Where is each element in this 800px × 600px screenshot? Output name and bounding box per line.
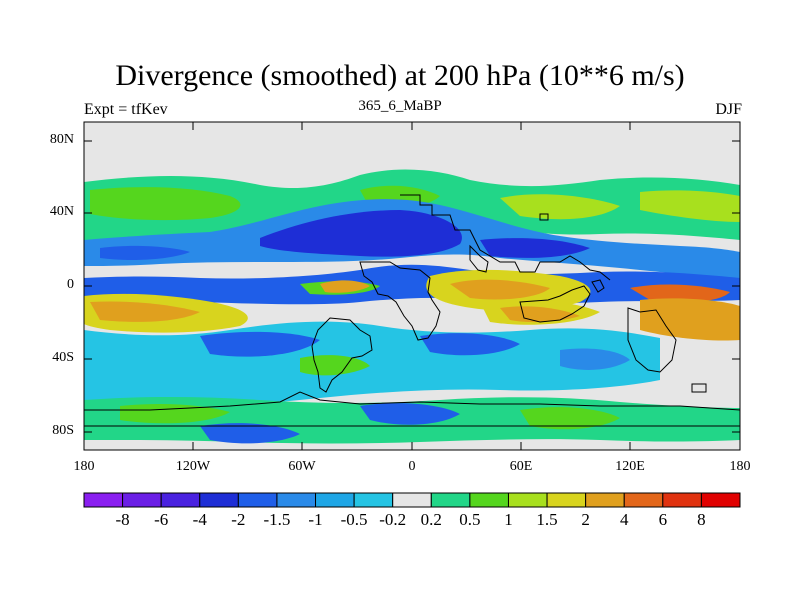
x-tick-label: 60W [288, 459, 316, 474]
colorbar-swatch [122, 492, 162, 508]
colorbar-swatch [623, 492, 664, 508]
colorbar-swatch [83, 492, 124, 508]
colorbar-label: -6 [154, 510, 169, 529]
y-tick-label: 80N [49, 132, 74, 147]
colorbar-label: -8 [115, 510, 130, 529]
colorbar-label: -0.2 [379, 510, 407, 529]
colorbar-swatch [160, 492, 201, 508]
y-tick-label: 40N [49, 204, 74, 219]
colorbar-label: 1 [504, 510, 513, 529]
y-tick-label: 0 [67, 277, 74, 292]
run-label: 365_6_MaBP [358, 98, 442, 114]
colorbar-label: -1 [308, 510, 323, 529]
tick-marks [84, 122, 740, 450]
colorbar-swatch [315, 492, 355, 508]
x-tick-label: 120W [175, 459, 211, 474]
colorbar-label: -2 [231, 510, 246, 529]
colorbar-swatch [507, 492, 548, 508]
experiment-label: Expt = tfKev [84, 101, 168, 118]
contour-field [84, 122, 740, 450]
y-tick-label: 80S [52, 423, 74, 438]
y-tick-label: 40S [52, 350, 74, 365]
colorbar-swatch [585, 492, 625, 508]
x-tick-label: 60E [509, 459, 533, 474]
plot-title: Divergence (smoothed) at 200 hPa (10**6 … [115, 59, 685, 92]
coastlines [84, 194, 741, 427]
colorbar-label: 0.5 [459, 510, 481, 529]
colorbar-label: 8 [697, 510, 706, 529]
colorbar-swatch [237, 492, 278, 508]
colorbar-label: 1.5 [536, 510, 558, 529]
colorbar-label: 2 [581, 510, 590, 529]
colorbar-swatch [392, 492, 432, 508]
colorbar-swatch [199, 492, 239, 508]
x-tick-label: 180 [729, 459, 751, 474]
colorbar-label: -0.5 [340, 510, 368, 529]
colorbar [83, 492, 741, 508]
colorbar-label: 0.2 [420, 510, 442, 529]
x-tick-label: 0 [408, 459, 416, 474]
colorbar-swatch [662, 492, 702, 508]
colorbar-swatch [276, 492, 317, 508]
colorbar-swatch [700, 492, 741, 508]
colorbar-label: 6 [658, 510, 668, 529]
colorbar-swatch [546, 492, 587, 508]
x-tick-label: 120E [615, 459, 645, 474]
colorbar-swatch [469, 492, 509, 508]
x-tick-label: 180 [73, 459, 95, 474]
colorbar-label: -1.5 [263, 510, 291, 529]
season-label: DJF [715, 101, 742, 118]
colorbar-swatch [430, 492, 471, 508]
colorbar-swatch [353, 492, 394, 508]
colorbar-label: 4 [619, 510, 629, 529]
colorbar-label: -4 [192, 510, 207, 529]
